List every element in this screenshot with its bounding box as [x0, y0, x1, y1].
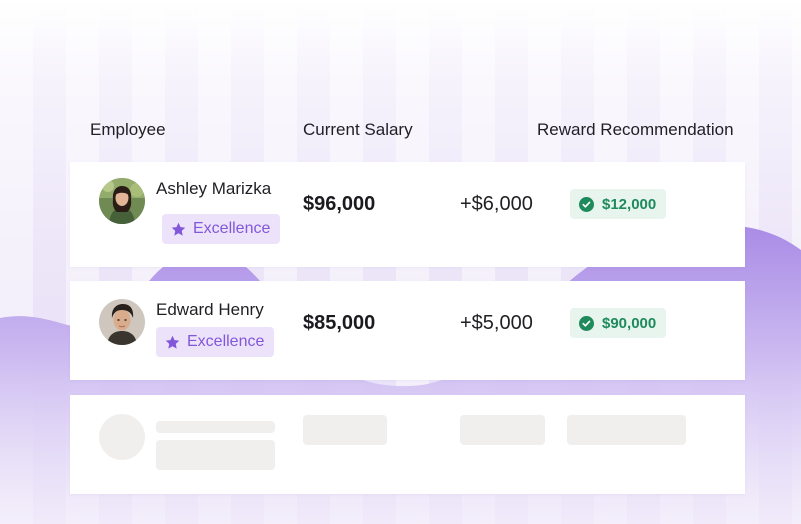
- employee-name: Edward Henry: [156, 300, 264, 319]
- avatar-edward: [99, 299, 145, 345]
- star-icon: [164, 334, 181, 351]
- column-header-reward-recommendation: Reward Recommendation: [537, 120, 734, 139]
- check-circle-icon: [579, 315, 594, 331]
- skeleton-badge: [156, 440, 275, 470]
- avatar-ashley: [99, 178, 145, 224]
- reward-value: $12,000: [602, 195, 657, 213]
- salary-increase: +$6,000: [460, 193, 533, 215]
- column-header-current-salary: Current Salary: [303, 120, 413, 139]
- column-header-employee: Employee: [90, 120, 166, 139]
- skeleton-row: [70, 395, 745, 494]
- badge-label: Excellence: [193, 220, 271, 237]
- reward-amount: $90,000: [570, 308, 667, 338]
- employee-name: Ashley Marizka: [156, 179, 272, 198]
- table-header: Employee Current Salary Reward Recommend…: [0, 120, 801, 142]
- skeleton-name: [156, 421, 275, 433]
- excellence-badge: Excellence: [156, 327, 275, 357]
- check-circle-icon: [579, 196, 594, 212]
- star-icon: [170, 221, 187, 238]
- reward-value: $90,000: [602, 314, 657, 332]
- skeleton-reward: [567, 415, 686, 445]
- current-salary: $96,000: [303, 193, 376, 215]
- reward-amount: $12,000: [570, 189, 667, 219]
- skeleton-avatar: [99, 414, 145, 460]
- table-row[interactable]: Ashley Marizka Excellence $96,000 +$6,00…: [70, 162, 745, 267]
- badge-label: Excellence: [187, 333, 265, 350]
- skeleton-increase: [460, 415, 545, 445]
- salary-increase: +$5,000: [460, 312, 533, 334]
- current-salary: $85,000: [303, 312, 376, 334]
- skeleton-salary: [303, 415, 387, 445]
- table-row[interactable]: Edward Henry Excellence $85,000 +$5,000 …: [70, 281, 745, 380]
- excellence-badge: Excellence: [162, 214, 281, 244]
